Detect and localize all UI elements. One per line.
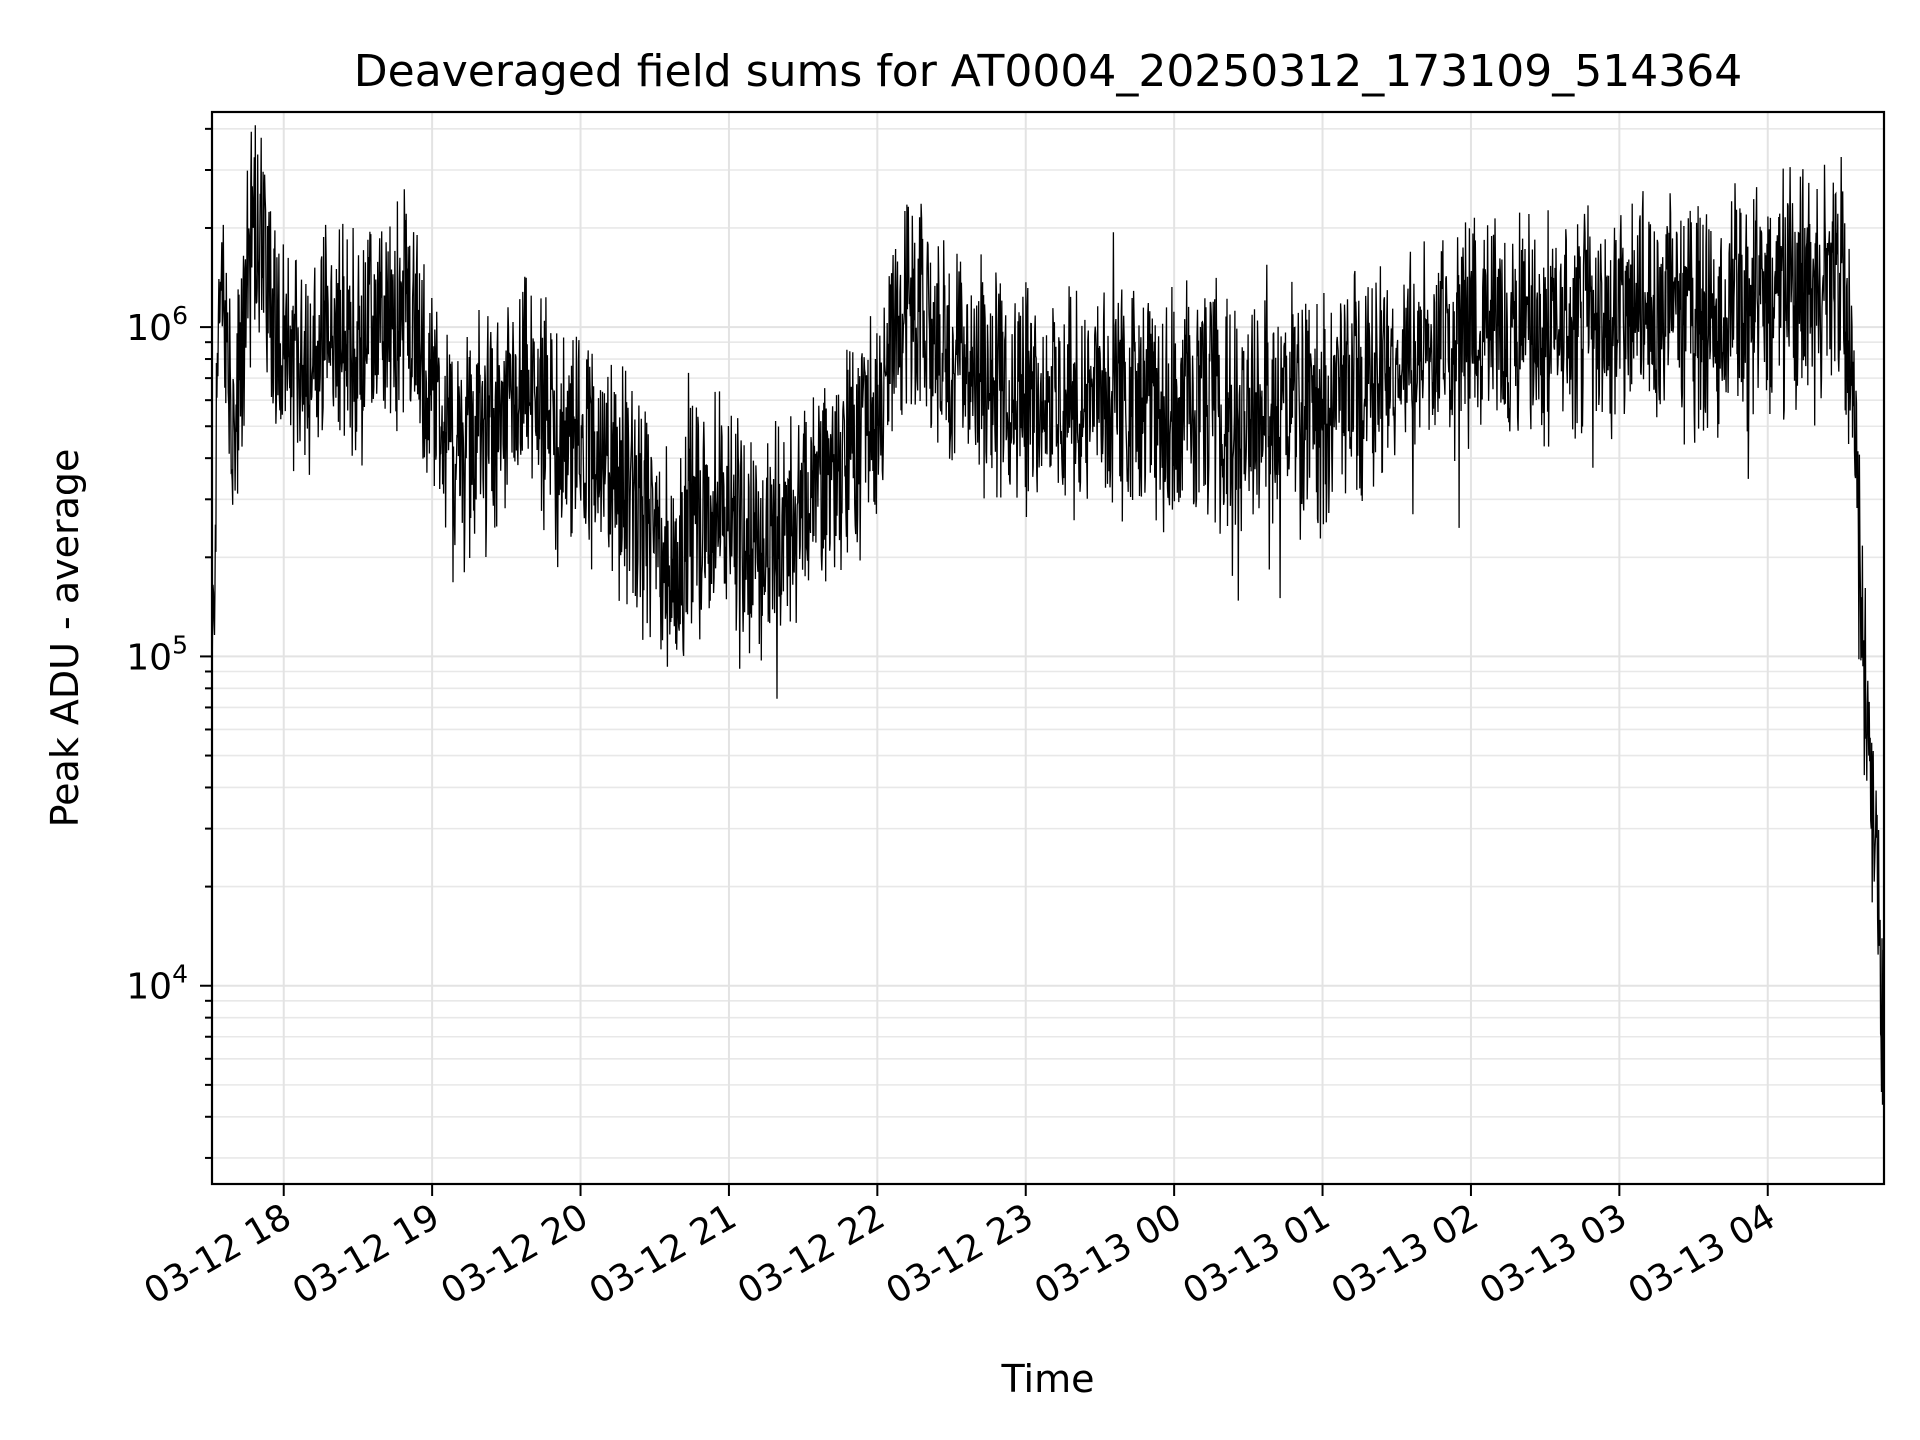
series-line: [211, 125, 1885, 1105]
x-tick-label: 03-13 01: [1176, 1196, 1337, 1312]
y-axis-label: Peak ADU - average: [43, 449, 87, 828]
x-tick-label: 03-13 02: [1325, 1196, 1486, 1312]
y-tick-label: 105: [126, 630, 188, 678]
y-tick-label: 104: [126, 960, 188, 1008]
x-axis-label: Time: [1001, 1357, 1095, 1401]
x-tick-label: 03-12 19: [286, 1196, 447, 1312]
chart-title: Deaveraged field sums for AT0004_2025031…: [354, 46, 1742, 97]
plot-frame: [210, 110, 1886, 1186]
x-tick-label: 03-12 23: [880, 1196, 1041, 1312]
x-tick-label: 03-13 03: [1473, 1196, 1634, 1312]
x-tick-label: 03-12 18: [138, 1196, 299, 1312]
x-tick-label: 03-12 20: [434, 1196, 595, 1312]
x-tick-label: 03-12 21: [583, 1196, 744, 1312]
grid: [212, 112, 1884, 1184]
x-tick-label: 03-13 00: [1028, 1196, 1189, 1312]
x-tick-label: 03-13 04: [1622, 1196, 1783, 1312]
x-tick-label: 03-12 22: [731, 1196, 892, 1312]
y-tick-label: 106: [126, 301, 188, 349]
